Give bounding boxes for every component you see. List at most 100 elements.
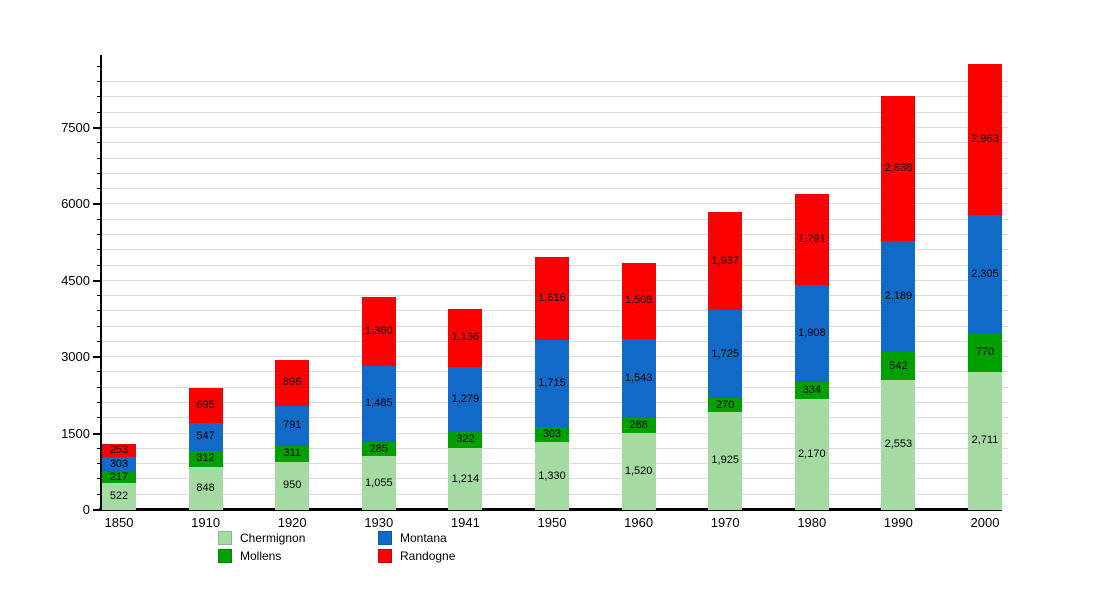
bar-1930: 1,055 285 1,485 1,360 bbox=[361, 296, 396, 510]
bar-segment-mollens: 217 bbox=[102, 471, 136, 484]
bar-segment-mollens: 288 bbox=[621, 417, 656, 433]
y-tick-major bbox=[93, 356, 101, 359]
x-axis-tick-label: 1960 bbox=[624, 515, 654, 530]
legend-label: Montana bbox=[400, 531, 447, 545]
segment-value-label: 1,214 bbox=[451, 472, 480, 485]
segment-value-label: 522 bbox=[109, 490, 129, 503]
segment-value-label: 253 bbox=[109, 444, 129, 457]
segment-value-label: 547 bbox=[196, 430, 215, 443]
y-tick-major bbox=[93, 509, 101, 511]
bar-segment-chermignon: 1,520 bbox=[621, 432, 656, 510]
segment-value-label: 2,189 bbox=[884, 290, 913, 303]
legend-item-mollens: Mollens bbox=[218, 549, 281, 563]
bar-1950: 1,330 303 1,715 1,616 bbox=[535, 257, 569, 510]
y-tick-minor bbox=[97, 81, 101, 83]
bar-segment-montana: 2,189 bbox=[881, 240, 916, 353]
legend-item-chermignon: Chermignon bbox=[218, 531, 305, 545]
segment-value-label: 1,360 bbox=[365, 324, 393, 337]
gridline bbox=[102, 203, 1008, 205]
segment-value-label: 217 bbox=[109, 471, 129, 484]
legend-item-randogne: Randogne bbox=[378, 549, 455, 563]
y-tick-minor bbox=[97, 188, 101, 190]
bar-1980: 2,170 334 1,908 1,791 bbox=[794, 194, 829, 510]
bar-segment-randogne: 1,937 bbox=[708, 211, 743, 311]
bar-2000: 2,711 770 2,305 2,963 bbox=[968, 64, 1002, 510]
segment-value-label: 1,616 bbox=[538, 291, 566, 304]
segment-value-label: 2,305 bbox=[971, 267, 999, 280]
gridline bbox=[102, 172, 1008, 174]
segment-value-label: 1,136 bbox=[451, 331, 480, 344]
bar-segment-mollens: 322 bbox=[448, 431, 483, 449]
gridline bbox=[102, 96, 1008, 98]
bar-segment-chermignon: 2,170 bbox=[794, 399, 829, 510]
y-tick-minor bbox=[97, 417, 101, 419]
y-tick-major bbox=[93, 126, 101, 129]
gridline bbox=[102, 111, 1008, 113]
bar-segment-chermignon: 848 bbox=[188, 466, 223, 510]
bar-segment-mollens: 770 bbox=[968, 332, 1002, 372]
y-tick-minor bbox=[97, 249, 101, 251]
bar-segment-randogne: 253 bbox=[102, 444, 136, 457]
gridline bbox=[102, 142, 1008, 144]
segment-value-label: 270 bbox=[716, 398, 735, 411]
legend-label: Randogne bbox=[400, 549, 456, 563]
y-tick-minor bbox=[97, 233, 101, 235]
bar-segment-montana: 1,485 bbox=[361, 366, 396, 442]
bar-segment-chermignon: 1,925 bbox=[708, 411, 743, 510]
bar-segment-chermignon: 522 bbox=[102, 483, 136, 510]
segment-value-label: 542 bbox=[889, 359, 908, 372]
bar-segment-chermignon: 2,553 bbox=[881, 379, 916, 510]
bar-segment-randogne: 1,508 bbox=[621, 262, 656, 340]
bar-segment-randogne: 1,791 bbox=[794, 194, 829, 286]
segment-value-label: 1,330 bbox=[538, 469, 566, 482]
y-axis-tick-label: 6000 bbox=[61, 196, 90, 212]
gridline bbox=[102, 157, 1008, 159]
segment-value-label: 1,508 bbox=[624, 294, 653, 307]
segment-value-label: 2,838 bbox=[884, 162, 913, 175]
bar-segment-montana: 547 bbox=[188, 423, 223, 451]
bar-segment-randogne: 695 bbox=[188, 387, 223, 424]
segment-value-label: 2,963 bbox=[971, 133, 999, 146]
bar-segment-randogne: 2,963 bbox=[968, 64, 1002, 216]
segment-value-label: 1,520 bbox=[624, 464, 653, 477]
y-tick-major bbox=[93, 203, 101, 206]
bar-segment-montana: 1,725 bbox=[708, 310, 743, 399]
legend-label: Mollens bbox=[240, 549, 282, 563]
gridline bbox=[102, 81, 1008, 83]
segment-value-label: 896 bbox=[283, 376, 302, 389]
x-axis-tick-label: 1850 bbox=[104, 515, 134, 530]
y-tick-minor bbox=[97, 371, 101, 373]
bar-1970: 1,925 270 1,725 1,937 bbox=[708, 211, 743, 510]
x-axis-tick-label: 1970 bbox=[710, 515, 740, 530]
segment-value-label: 1,715 bbox=[538, 376, 566, 389]
bar-segment-chermignon: 1,055 bbox=[361, 456, 396, 510]
y-tick-minor bbox=[97, 493, 101, 495]
x-axis-tick-label: 1941 bbox=[450, 515, 480, 530]
bar-segment-mollens: 303 bbox=[535, 426, 569, 443]
x-axis-tick-label: 1990 bbox=[883, 515, 913, 530]
bar-segment-mollens: 285 bbox=[361, 441, 396, 457]
bar-1910: 848 312 547 695 bbox=[188, 387, 223, 510]
bar-1990: 2,553 542 2,189 2,838 bbox=[881, 96, 916, 510]
y-tick-minor bbox=[97, 463, 101, 465]
bar-segment-chermignon: 1,214 bbox=[448, 448, 483, 510]
bar-segment-chermignon: 2,711 bbox=[968, 371, 1002, 510]
segment-value-label: 322 bbox=[456, 433, 475, 446]
segment-value-label: 695 bbox=[196, 398, 215, 411]
segment-value-label: 311 bbox=[283, 447, 301, 460]
y-axis-line bbox=[100, 55, 102, 511]
legend-swatch bbox=[378, 531, 392, 545]
y-axis-tick-label: 0 bbox=[82, 502, 90, 517]
y-tick-minor bbox=[97, 402, 101, 404]
bar-segment-randogne: 2,838 bbox=[881, 96, 916, 241]
segment-value-label: 1,925 bbox=[711, 454, 739, 467]
gridline bbox=[102, 127, 1008, 128]
y-tick-minor bbox=[97, 447, 101, 449]
gridline bbox=[102, 233, 1008, 235]
y-tick-minor bbox=[97, 172, 101, 174]
bar-1850: 522 217 303 253 bbox=[102, 444, 136, 510]
segment-value-label: 1,937 bbox=[711, 254, 739, 267]
y-tick-major bbox=[93, 432, 101, 435]
bar-segment-montana: 1,543 bbox=[621, 339, 656, 418]
segment-value-label: 303 bbox=[542, 428, 562, 441]
